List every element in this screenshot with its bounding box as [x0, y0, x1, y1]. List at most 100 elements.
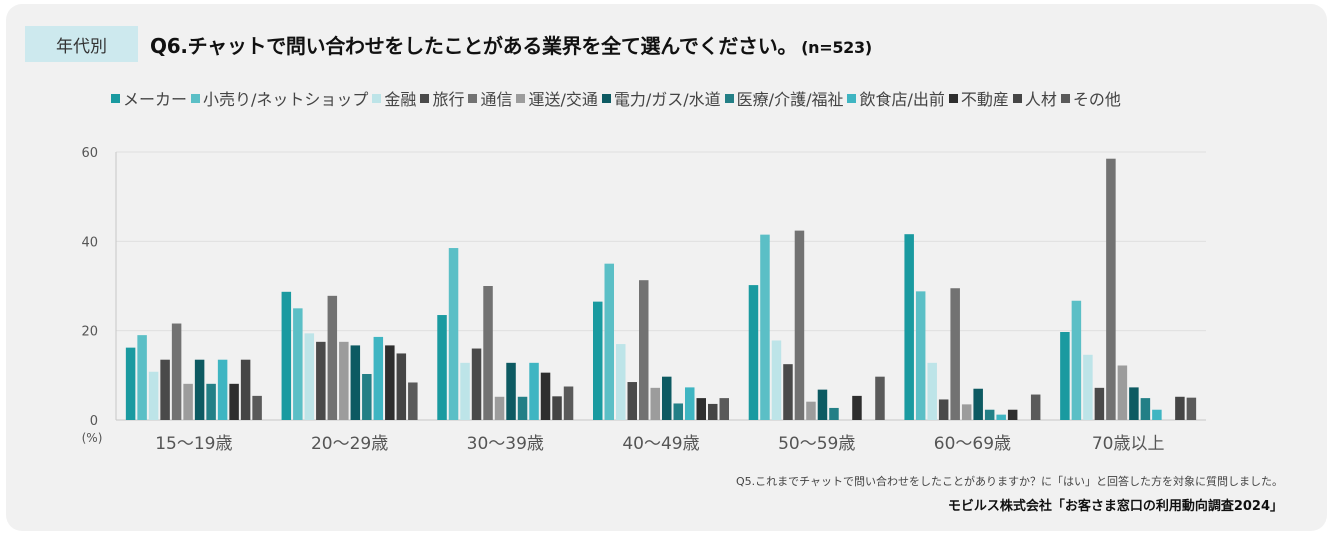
legend-label: 金融: [384, 90, 417, 109]
legend-label: 飲食店/出前: [859, 90, 945, 109]
bar: [783, 364, 793, 420]
bar: [563, 386, 574, 420]
bar: [148, 371, 159, 420]
bar: [1140, 398, 1151, 420]
bar: [1007, 409, 1018, 420]
bar: [771, 340, 782, 420]
bar: [350, 345, 361, 420]
legend-item: 電力/ガス/水道: [601, 86, 721, 110]
legend-swatch: [724, 93, 734, 103]
bar: [650, 387, 660, 420]
bar: [183, 383, 193, 420]
legend-item: 旅行: [420, 86, 464, 110]
legend-label: 医療/介護/福祉: [736, 90, 844, 109]
bar: [996, 414, 1006, 420]
bar: [1060, 332, 1070, 420]
bar: [373, 336, 384, 420]
legend-swatch: [1060, 93, 1070, 103]
legend-swatch: [948, 93, 958, 103]
bar: [494, 396, 505, 420]
bar: [748, 285, 759, 420]
bar: [639, 280, 649, 420]
bar: [1030, 394, 1041, 420]
legend-label: 不動産: [960, 90, 1009, 109]
bar: [293, 308, 303, 420]
legend-label: 通信: [480, 90, 513, 109]
footnote: Q5.これまでチャットで問い合わせをしたことがありますか？に「はい」と回答した方…: [735, 475, 1283, 488]
bar: [938, 399, 949, 420]
bar: [1129, 387, 1139, 420]
bar: [160, 359, 170, 420]
bar: [1071, 300, 1082, 420]
bar: [483, 286, 493, 420]
bar: [137, 335, 147, 420]
chart-title: Q6.チャットで問い合わせをしたことがある業界を全て選んでください。 (n=523…: [150, 30, 872, 59]
bar: [852, 395, 862, 420]
bar: [593, 301, 603, 420]
legend-item: 小売り/ネットショップ: [191, 86, 368, 110]
legend-item: 不動産: [948, 86, 1009, 110]
legend-label: 旅行: [432, 90, 465, 109]
legend-swatch: [420, 93, 430, 103]
legend-swatch: [191, 93, 201, 103]
legend-label: 運送/交通: [528, 90, 598, 109]
bar: [304, 333, 315, 420]
bar: [529, 362, 539, 420]
legend-item: 医療/介護/福祉: [724, 86, 844, 110]
bar: [673, 403, 683, 420]
bar: [696, 398, 706, 420]
legend-swatch: [111, 93, 120, 103]
legend-item: 人材: [1012, 86, 1057, 110]
bar: [829, 407, 839, 420]
x-tick-label: 50～59歳: [778, 434, 855, 454]
bar: [708, 403, 718, 420]
bar: [794, 230, 805, 420]
bar: [206, 383, 216, 420]
bar: [950, 288, 960, 420]
bar: [961, 404, 972, 420]
bar: [471, 348, 482, 420]
legend-item: 通信: [468, 86, 512, 110]
x-tick-label: 30～39歳: [467, 434, 544, 454]
bar: [229, 383, 239, 420]
legend-label: 人材: [1024, 90, 1057, 109]
legend-item: メーカー: [111, 86, 187, 110]
bar: [362, 373, 372, 420]
legend-item: その他: [1060, 86, 1121, 110]
bar: [904, 234, 914, 420]
x-tick-label: 70歳以上: [1092, 434, 1165, 454]
legend-swatch: [372, 93, 382, 103]
bar: [662, 376, 672, 420]
bar: [327, 295, 338, 420]
question-text: Q6.チャットで問い合わせをしたことがある業界を全て選んでください。: [150, 34, 798, 58]
y-tick-label: 20: [81, 325, 98, 340]
bar: [1152, 409, 1162, 420]
y-tick-label: 0: [90, 414, 98, 429]
bar: [685, 387, 695, 420]
bar: [604, 263, 614, 420]
legend-item: 飲食店/出前: [847, 86, 945, 110]
bar: [875, 376, 885, 420]
legend-swatch: [468, 93, 478, 103]
bar: [1175, 396, 1185, 420]
bar: [171, 323, 182, 420]
bar: [517, 396, 528, 420]
bar: [448, 248, 459, 420]
bar: [616, 344, 626, 420]
legend-swatch: [1012, 93, 1022, 103]
source: モビルス株式会社「お客さま窓口の利用動向調査2024」: [947, 499, 1283, 514]
bar: [1186, 397, 1197, 420]
bar: [240, 359, 251, 420]
legend-label: メーカー: [123, 90, 188, 109]
bar: [1083, 354, 1093, 420]
bar: [194, 359, 205, 420]
legend-label: 小売り/ネットショップ: [203, 90, 369, 109]
legend-swatch: [601, 93, 611, 103]
bar: [1106, 158, 1116, 420]
bar: [252, 395, 262, 420]
bar: [719, 398, 729, 420]
legend-item: 運送/交通: [516, 86, 598, 110]
bar: [927, 362, 937, 420]
bar: [408, 382, 418, 420]
